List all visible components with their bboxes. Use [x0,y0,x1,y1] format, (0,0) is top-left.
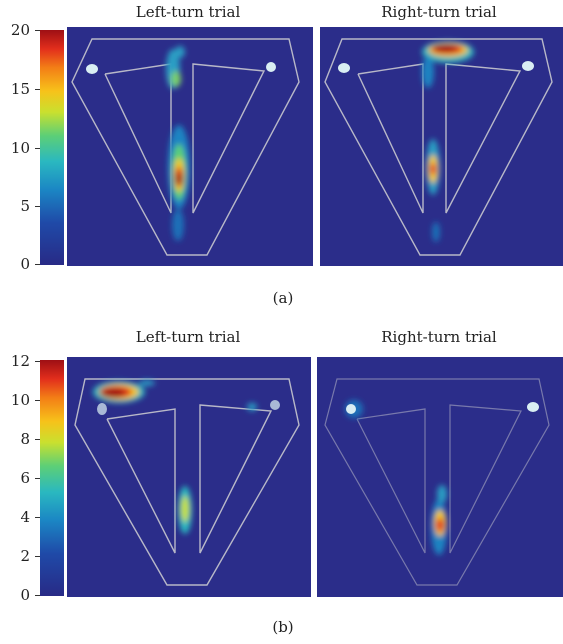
colorbar-a-tickmark [35,30,40,31]
colorbar-a-tick: 0 [20,255,30,273]
colorbar-b-tickmark [35,439,40,440]
colorbar-b-tick: 4 [20,508,30,526]
colorbar-b-tick: 0 [20,586,30,604]
colorbar-a-tick: 5 [20,197,30,215]
occupancy-heat [422,41,474,242]
colorbar-a-tick: 15 [10,80,30,98]
heatmap-panel-b-left [67,357,311,597]
occupancy-heat [345,400,447,555]
panel-a-right-title: Right-turn trial [381,3,497,21]
colorbar-b [40,360,64,596]
reward-site-marker [527,402,539,412]
reward-site-marker [338,63,350,73]
colorbar-b-tick: 2 [20,547,30,565]
heatmap-panel-b-right [317,357,563,597]
heatmap-panel-a-left [67,27,313,266]
panel-b-right-title: Right-turn trial [381,328,497,346]
reward-site-marker [346,404,356,414]
colorbar-b-tick: 10 [10,391,30,409]
figure-a-label: (a) [272,289,294,307]
track-outline [324,378,550,586]
colorbar-b-tickmark [35,400,40,401]
panel-b-left-title: Left-turn trial [135,328,241,346]
reward-site-marker [522,61,534,71]
reward-site-marker [97,403,107,415]
occupancy-heat [93,380,257,534]
reward-site-marker [266,62,276,72]
colorbar-b-tickmark [35,595,40,596]
colorbar-b-tickmark [35,556,40,557]
track-outline [324,38,553,256]
colorbar-a-tick: 10 [10,139,30,157]
panel-a-left-title: Left-turn trial [135,3,241,21]
figure-b-label: (b) [272,618,294,636]
colorbar-b-tickmark [35,517,40,518]
colorbar-a [40,30,64,265]
colorbar-a-tickmark [35,148,40,149]
colorbar-b-tickmark [35,361,40,362]
colorbar-a-tickmark [35,206,40,207]
colorbar-a-tickmark [35,264,40,265]
colorbar-b-tick: 12 [10,352,30,370]
occupancy-heat [166,46,190,241]
reward-site-marker [86,64,98,74]
colorbar-a-tick: 20 [10,21,30,39]
colorbar-b-tickmark [35,478,40,479]
reward-site-marker [270,400,280,410]
heatmap-panel-a-right [320,27,563,266]
colorbar-b-tick: 8 [20,430,30,448]
track-outline [74,378,300,586]
colorbar-a-tickmark [35,89,40,90]
colorbar-b-tick: 6 [20,469,30,487]
